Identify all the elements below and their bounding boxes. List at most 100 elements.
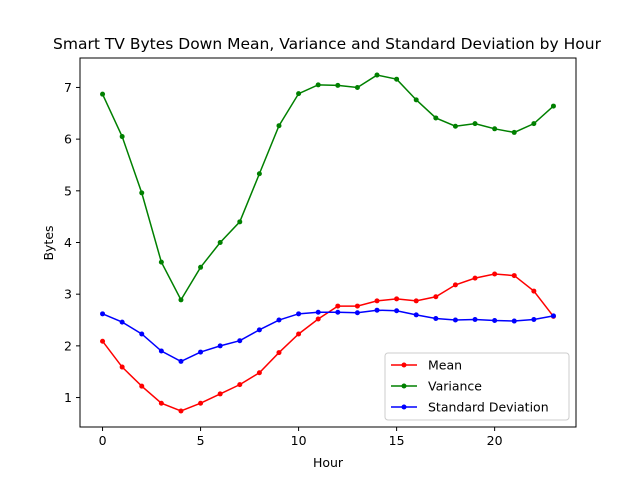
y-tick-label: 1 (64, 390, 72, 405)
data-point-standard-deviation (472, 317, 478, 323)
data-point-standard-deviation (217, 343, 223, 349)
legend-item-standard-deviation: Standard Deviation (391, 400, 549, 415)
data-point-variance (178, 297, 184, 303)
data-point-variance (433, 115, 439, 121)
data-point-standard-deviation (256, 327, 262, 333)
data-point-variance (158, 259, 164, 265)
data-point-variance (276, 123, 282, 129)
data-point-variance (413, 97, 419, 103)
data-point-standard-deviation (492, 318, 498, 324)
data-point-standard-deviation (139, 331, 145, 337)
data-point-standard-deviation (335, 309, 341, 315)
data-point-standard-deviation (178, 358, 184, 364)
legend-item-mean: Mean (391, 358, 462, 373)
data-point-variance (335, 82, 341, 88)
data-point-variance (256, 171, 262, 177)
x-tick-label: 20 (487, 433, 503, 448)
data-point-standard-deviation (354, 310, 360, 316)
data-point-standard-deviation (413, 312, 419, 318)
data-point-variance (198, 264, 204, 270)
y-tick-label: 4 (64, 235, 72, 250)
data-point-mean (374, 298, 380, 304)
data-point-mean (178, 408, 184, 414)
data-point-mean (394, 296, 400, 302)
chart-title: Smart TV Bytes Down Mean, Variance and S… (53, 35, 602, 53)
data-point-mean (531, 288, 537, 294)
data-point-standard-deviation (452, 317, 458, 323)
data-point-variance (119, 134, 125, 140)
data-point-mean (217, 391, 223, 397)
x-axis: 0 5 10 15 20 (99, 427, 503, 448)
data-point-mean (119, 364, 125, 370)
y-tick-label: 2 (64, 338, 72, 353)
data-point-mean (335, 303, 341, 309)
x-tick-label: 5 (197, 433, 205, 448)
data-point-standard-deviation (198, 349, 204, 355)
data-point-standard-deviation (237, 338, 243, 344)
data-point-standard-deviation (511, 318, 517, 324)
data-point-variance (100, 91, 106, 97)
data-point-variance (531, 121, 537, 127)
series-line-variance (101, 74, 554, 302)
data-point-standard-deviation (296, 311, 302, 317)
data-point-mean (492, 271, 498, 277)
data-point-mean (315, 316, 321, 322)
y-axis: 1 2 3 4 5 6 7 (64, 80, 80, 405)
data-point-variance (374, 72, 380, 78)
series-line-standard-deviation (102, 309, 554, 363)
data-point-variance (452, 123, 458, 129)
y-tick-label: 6 (64, 132, 72, 147)
data-point-variance (237, 219, 243, 225)
data-point-standard-deviation (158, 348, 164, 354)
data-point-standard-deviation (433, 315, 439, 321)
data-point-standard-deviation (374, 307, 380, 313)
x-tick-label: 15 (389, 433, 405, 448)
data-point-variance (354, 84, 360, 90)
data-point-mean (198, 400, 204, 406)
data-point-standard-deviation (276, 317, 282, 323)
data-point-mean (452, 282, 458, 288)
x-tick-label: 0 (99, 433, 107, 448)
y-tick-label: 7 (64, 80, 72, 95)
y-tick-label: 3 (64, 287, 72, 302)
legend-label: Standard Deviation (428, 400, 549, 415)
series-standard-deviation (100, 307, 556, 364)
data-point-mean (276, 350, 282, 356)
data-point-mean (413, 298, 419, 304)
data-point-standard-deviation (119, 319, 125, 325)
data-point-mean (511, 273, 517, 279)
data-point-variance (217, 240, 223, 245)
data-point-mean (256, 370, 262, 376)
data-point-variance (394, 76, 400, 82)
data-point-variance (472, 121, 478, 127)
series-layer (100, 72, 556, 414)
data-point-mean (354, 303, 360, 309)
legend-swatch-marker (401, 362, 407, 368)
data-point-variance (511, 129, 517, 135)
y-axis-label: Bytes (41, 225, 56, 260)
data-point-mean (296, 331, 302, 337)
data-point-standard-deviation (315, 309, 321, 315)
data-point-variance (492, 126, 498, 132)
data-point-variance (296, 91, 302, 97)
data-point-variance (550, 103, 556, 109)
data-point-standard-deviation (531, 317, 537, 323)
data-point-standard-deviation (100, 311, 106, 317)
legend-swatch-marker (401, 404, 407, 410)
data-point-mean (472, 275, 478, 281)
legend-label: Mean (428, 358, 462, 373)
legend-swatch-marker (401, 383, 407, 389)
legend-item-variance: Variance (391, 379, 482, 394)
data-point-mean (433, 294, 439, 300)
x-axis-label: Hour (313, 455, 344, 470)
legend: Mean Variance Standard Deviation (384, 352, 570, 421)
data-point-variance (139, 190, 145, 196)
y-tick-label: 5 (64, 183, 72, 198)
series-variance (100, 72, 556, 303)
legend-box (384, 352, 570, 421)
data-point-mean (100, 338, 106, 344)
legend-label: Variance (428, 379, 482, 394)
data-point-standard-deviation (550, 313, 556, 319)
data-point-standard-deviation (394, 308, 400, 314)
